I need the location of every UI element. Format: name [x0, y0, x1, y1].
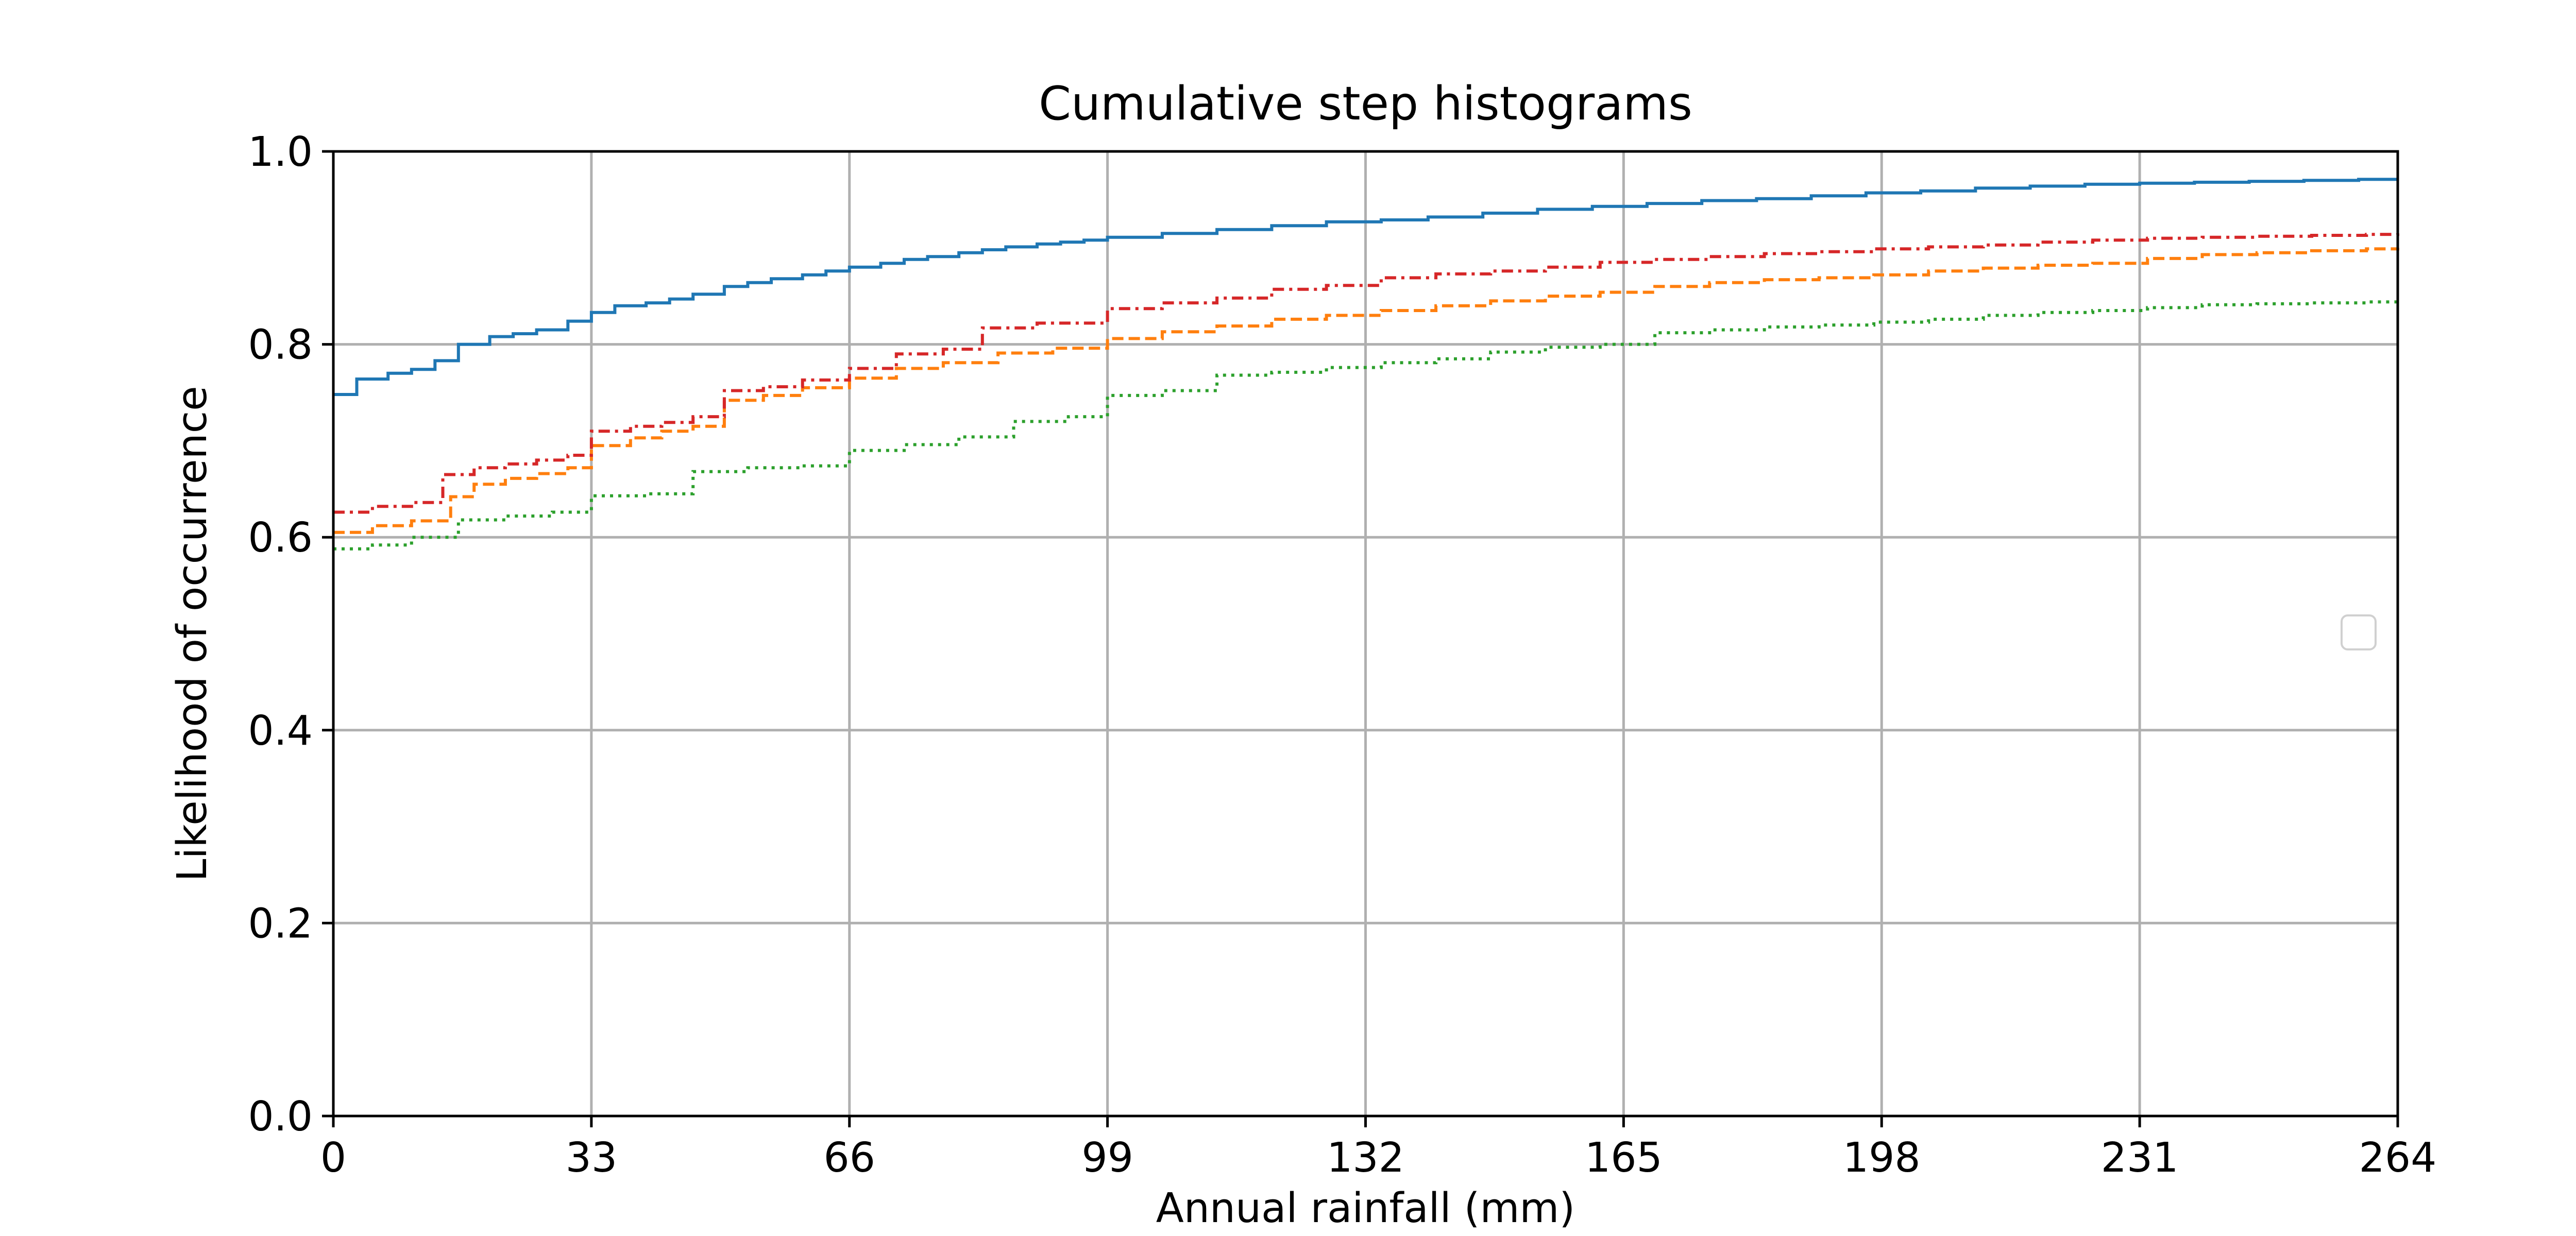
- x-tick-label: 165: [1585, 1134, 1663, 1181]
- x-tick-label: 0: [320, 1134, 346, 1181]
- series-line-0: [333, 178, 2398, 396]
- legend-box: [2341, 614, 2377, 650]
- ticks: 0 33 66 99 132 165 198 231 264 0.0 0.2 0.4 0.6 0.8 1.0: [248, 128, 2436, 1181]
- x-tick-label: 99: [1081, 1134, 1133, 1181]
- series-line-3: [333, 233, 2399, 514]
- y-tick-label: 1.0: [248, 128, 313, 176]
- x-tick-label: 66: [823, 1134, 875, 1181]
- x-tick-label: 33: [566, 1134, 618, 1181]
- x-tick-label: 264: [2359, 1134, 2437, 1181]
- y-tick-label: 0.8: [248, 321, 313, 369]
- y-tick-label: 0.0: [248, 1093, 313, 1140]
- series-group: [333, 178, 2399, 551]
- chart-title: Cumulative step histograms: [1039, 77, 1692, 131]
- y-tick-label: 0.6: [248, 514, 313, 561]
- y-tick-label: 0.4: [248, 707, 313, 754]
- x-tick-label: 132: [1327, 1134, 1404, 1181]
- x-tick-label: 198: [1843, 1134, 1921, 1181]
- y-axis-label: Likelihood of occurrence: [168, 386, 216, 881]
- series-line-1: [333, 247, 2399, 534]
- x-axis-label: Annual rainfall (mm): [1156, 1184, 1575, 1232]
- y-tick-label: 0.2: [248, 900, 313, 947]
- x-tick-label: 231: [2101, 1134, 2179, 1181]
